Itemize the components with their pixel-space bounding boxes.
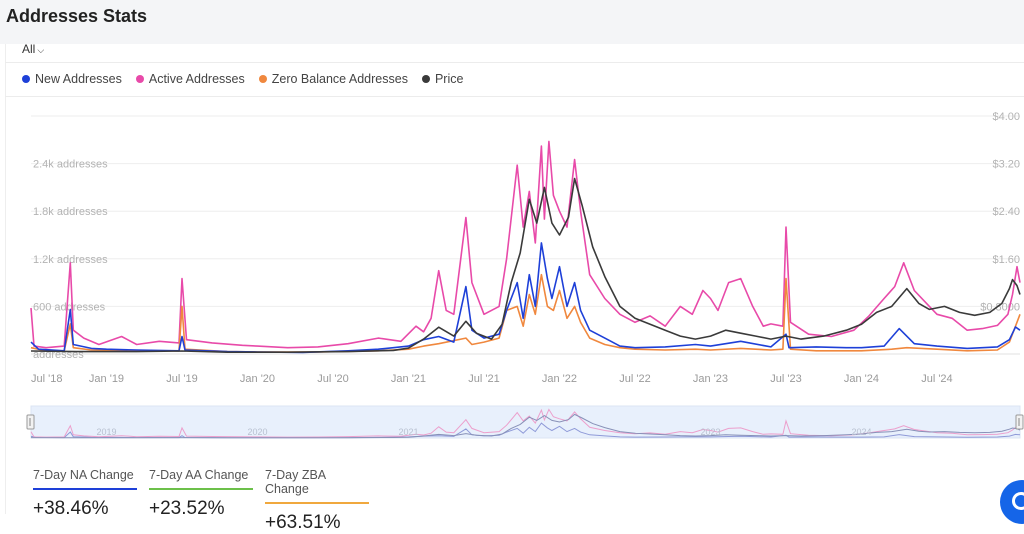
right-axis-tick-label: $0.8000 xyxy=(980,301,1020,313)
legend-label: Active Addresses xyxy=(148,72,245,86)
x-axis-tick-label: Jan '23 xyxy=(693,373,728,385)
divider xyxy=(5,96,1024,97)
navigator-tick-label: 2021 xyxy=(398,427,418,437)
x-axis-tick-label: Jan '21 xyxy=(391,373,426,385)
legend-item-new-addresses[interactable]: New Addresses xyxy=(22,72,122,86)
range-select[interactable]: All ⌵ xyxy=(22,42,44,56)
left-axis-tick-label: 600 addresses xyxy=(33,301,106,313)
x-axis-tick-label: Jul '24 xyxy=(921,373,952,385)
navigator-window xyxy=(30,405,1021,439)
x-axis-tick-label: Jul '23 xyxy=(770,373,801,385)
series-line-active-addresses xyxy=(30,140,1021,349)
divider xyxy=(5,62,1024,63)
legend-label: Price xyxy=(434,72,464,86)
legend-item-zero-balance-addresses[interactable]: Zero Balance Addresses xyxy=(258,72,408,86)
chat-icon xyxy=(1012,492,1024,510)
x-axis-tick-label: Jul '22 xyxy=(619,373,650,385)
navigator-tick-label: 2020 xyxy=(247,427,267,437)
series-line-new-addresses xyxy=(30,242,1021,354)
legend: New Addresses Active Addresses Zero Bala… xyxy=(22,72,463,86)
x-axis-tick-label: Jul '19 xyxy=(166,373,197,385)
page-title: Addresses Stats xyxy=(6,6,148,26)
right-axis-tick-label: $2.40 xyxy=(992,206,1020,218)
x-axis-tick-label: Jan '19 xyxy=(89,373,124,385)
stat-value: +38.46% xyxy=(33,498,109,519)
stat-underline xyxy=(149,488,253,490)
stat-label: 7-Day AA Change xyxy=(149,468,249,482)
navigator-tick-label: 2019 xyxy=(96,427,116,437)
left-axis-tick-label: 2.4k addresses xyxy=(33,159,108,171)
stat-label: 7-Day NA Change xyxy=(33,468,134,482)
stat-value: +63.51% xyxy=(265,512,341,533)
legend-item-active-addresses[interactable]: Active Addresses xyxy=(135,72,245,86)
stat-underline xyxy=(265,502,369,504)
right-axis-tick-label: $4.00 xyxy=(992,111,1020,123)
navigator-tick-label: 2023 xyxy=(700,427,720,437)
series-line-price xyxy=(30,177,1021,353)
stat-value: +23.52% xyxy=(149,498,225,519)
header-band xyxy=(0,0,1024,44)
navigator-line xyxy=(30,413,1021,439)
legend-item-price[interactable]: Price xyxy=(421,72,464,86)
stat-na-change: 7-Day NA Change +38.46% xyxy=(33,468,137,534)
x-axis-tick-label: Jan '24 xyxy=(844,373,879,385)
legend-dot-icon xyxy=(135,75,144,83)
stat-label: 7-Day ZBA Change xyxy=(265,468,326,496)
stat-underline xyxy=(33,488,137,490)
stats-row: 7-Day NA Change +38.46% 7-Day AA Change … xyxy=(33,468,369,534)
x-axis-tick-label: Jan '22 xyxy=(542,373,577,385)
legend-dot-icon xyxy=(22,75,30,83)
range-select-value: All xyxy=(22,42,36,56)
x-axis-tick-label: Jul '21 xyxy=(468,373,499,385)
navigator-tick-label: 2024 xyxy=(851,427,871,437)
left-axis-tick-label: 1.8k addresses xyxy=(33,206,108,218)
chevron-down-icon: ⌵ xyxy=(37,45,45,55)
left-axis-tick-label: 1.2k addresses xyxy=(33,254,108,266)
x-axis-tick-label: Jul '18 xyxy=(31,373,62,385)
legend-dot-icon xyxy=(258,75,267,83)
legend-label: Zero Balance Addresses xyxy=(271,72,408,86)
stat-zba-change: 7-Day ZBA Change +63.51% xyxy=(265,468,369,534)
navigator-line xyxy=(30,408,1021,438)
legend-dot-icon xyxy=(421,75,430,83)
x-axis-tick-label: Jul '20 xyxy=(317,373,348,385)
legend-label: New Addresses xyxy=(35,72,122,86)
right-axis-tick-label: $3.20 xyxy=(992,159,1020,171)
x-axis-tick-label: Jan '20 xyxy=(240,373,275,385)
stat-aa-change: 7-Day AA Change +23.52% xyxy=(149,468,253,534)
right-axis-tick-label: $1.60 xyxy=(992,254,1020,266)
